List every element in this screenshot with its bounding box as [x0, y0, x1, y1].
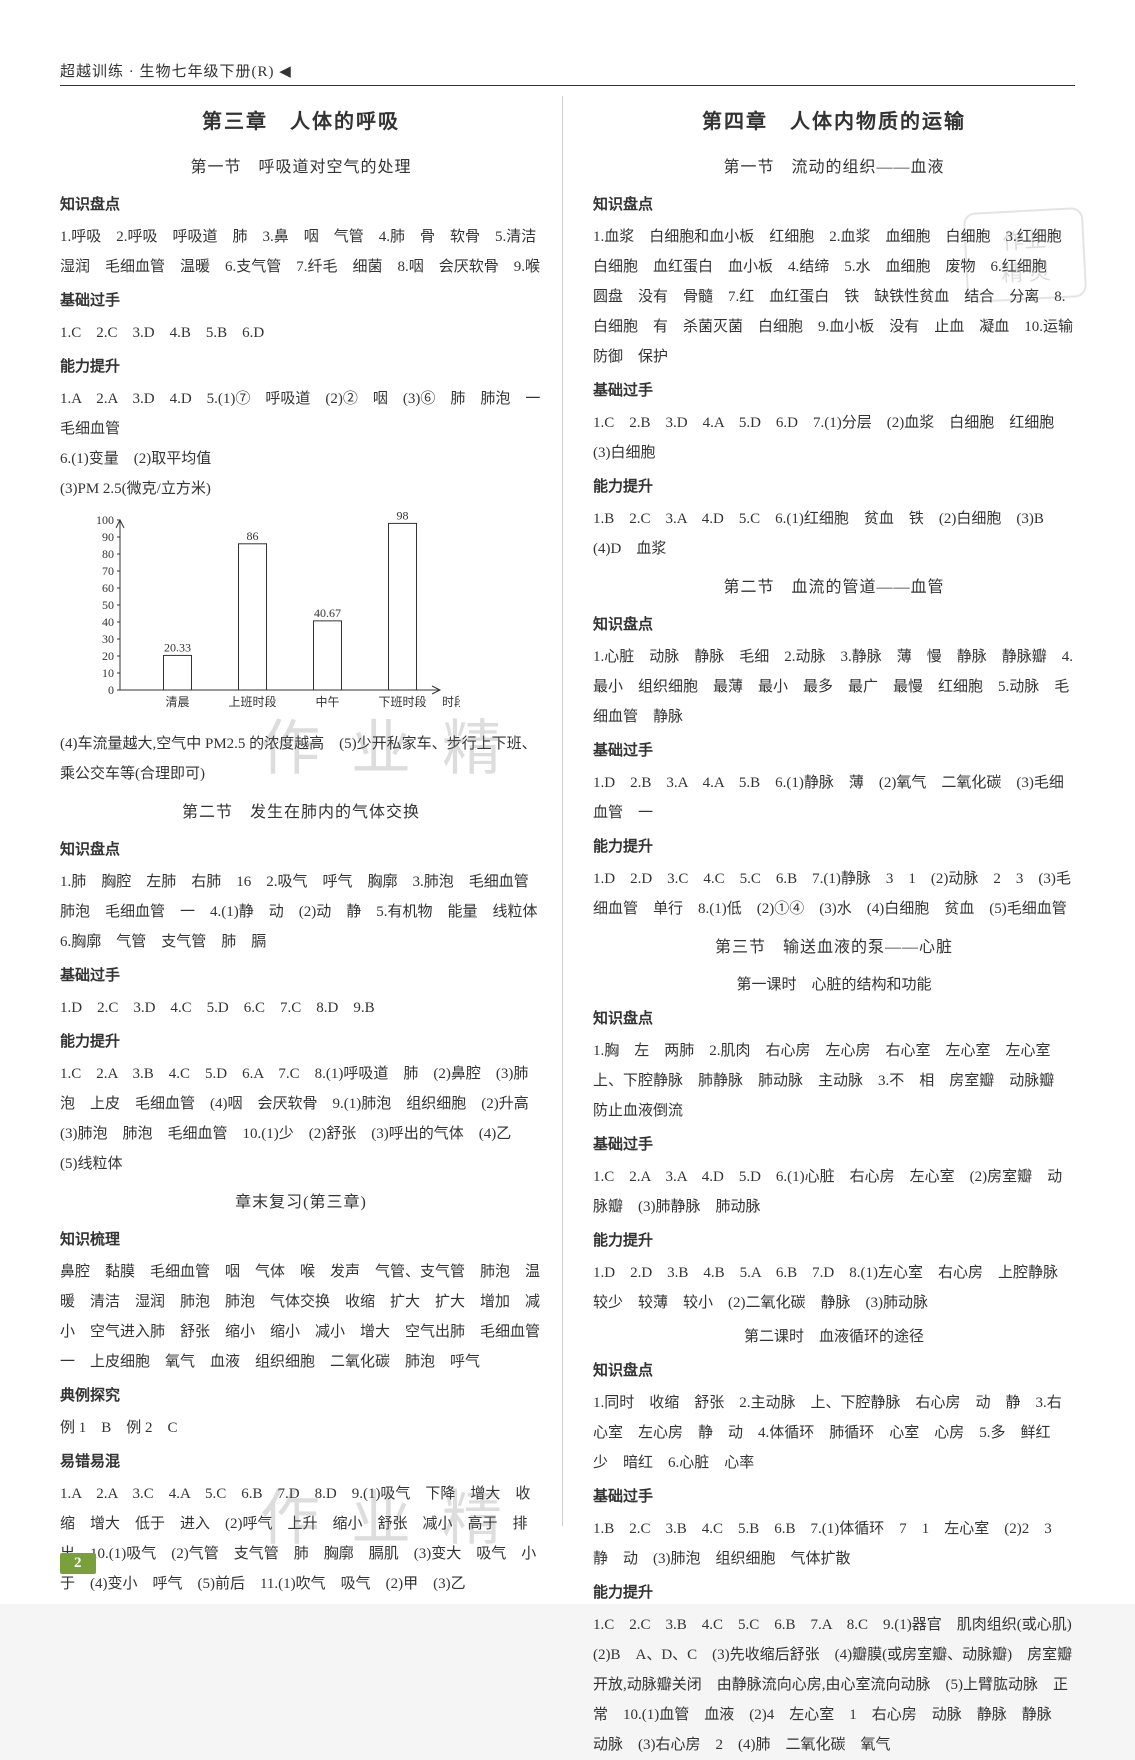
content: 1.C 2.A 3.B 4.C 5.D 6.A 7.C 8.(1)呼吸道 肺 (…: [60, 1059, 542, 1179]
content: 例 1 B 例 2 C: [60, 1413, 542, 1443]
svg-text:时段: 时段: [442, 694, 460, 709]
content: 1.A 2.A 3.C 4.A 5.C 6.B 7.D 8.D 9.(1)吸气 …: [60, 1479, 542, 1599]
svg-text:清晨: 清晨: [165, 695, 189, 709]
content: 1.同时 收缩 舒张 2.主动脉 上、下腔静脉 右心房 动 静 3.右心室 左心…: [593, 1388, 1075, 1478]
subsection-title: 第二课时 血液循环的途径: [593, 1322, 1075, 1352]
content: 1.呼吸 2.呼吸 呼吸道 肺 3.鼻 咽 气管 4.肺 骨 软骨 5.清洁 湿…: [60, 222, 542, 282]
svg-text:30: 30: [102, 632, 114, 646]
content: 1.胸 左 两肺 2.肌肉 右心房 左心房 右心室 左心室 左心室 上、下腔静脉…: [593, 1036, 1075, 1126]
svg-text:40.67: 40.67: [314, 606, 341, 620]
content: 1.D 2.C 3.D 4.C 5.D 6.C 7.C 8.D 9.B: [60, 993, 542, 1023]
heading: 易错易混: [60, 1447, 542, 1477]
svg-text:20: 20: [102, 649, 114, 663]
svg-text:20.33: 20.33: [164, 640, 191, 654]
heading: 知识盘点: [60, 835, 542, 865]
content: 1.C 2.C 3.D 4.B 5.B 6.D: [60, 318, 542, 348]
svg-text:80: 80: [102, 547, 114, 561]
section-title: 第三节 输送血液的泵——心脏: [593, 932, 1075, 964]
heading: 知识梳理: [60, 1225, 542, 1255]
heading: 知识盘点: [593, 1004, 1075, 1034]
left-column: 第三章 人体的呼吸 第一节 呼吸道对空气的处理 知识盘点 1.呼吸 2.呼吸 呼…: [60, 96, 563, 1526]
svg-text:98: 98: [397, 510, 409, 522]
two-column-layout: 第三章 人体的呼吸 第一节 呼吸道对空气的处理 知识盘点 1.呼吸 2.呼吸 呼…: [60, 96, 1075, 1526]
heading: 典例探究: [60, 1381, 542, 1411]
content: (4)车流量越大,空气中 PM2.5 的浓度越高 (5)少开私家车、步行上下班、…: [60, 729, 542, 789]
svg-text:50: 50: [102, 598, 114, 612]
svg-text:下班时段: 下班时段: [378, 694, 426, 709]
heading: 能力提升: [593, 472, 1075, 502]
chart-title: (3)PM 2.5(微克/立方米): [60, 474, 542, 504]
content: 1.C 2.C 3.B 4.C 5.C 6.B 7.A 8.C 9.(1)器官 …: [593, 1610, 1075, 1760]
header-text: 超越训练 · 生物七年级下册(R) ◀: [60, 64, 292, 80]
svg-text:0: 0: [108, 683, 114, 697]
heading: 能力提升: [60, 352, 542, 382]
section-title: 第一节 呼吸道对空气的处理: [60, 152, 542, 184]
content: 1.肺 胸腔 左肺 右肺 16 2.吸气 呼气 胸廓 3.肺泡 毛细血管 肺泡 …: [60, 867, 542, 957]
pm25-bar-chart: 0 10 20 30 40 50 60 70 80 90 100 20.33 清晨 86 上班时段 40.67…: [80, 510, 542, 725]
content: 1.心脏 动脉 静脉 毛细 2.动脉 3.静脉 薄 慢 静脉 静脉瓣 4.最小 …: [593, 642, 1075, 732]
heading: 基础过手: [593, 1482, 1075, 1512]
content: 1.B 2.C 3.A 4.D 5.C 6.(1)红细胞 贫血 铁 (2)白细胞…: [593, 504, 1075, 564]
chapter-title: 第三章 人体的呼吸: [60, 102, 542, 142]
svg-text:中午: 中午: [315, 694, 339, 709]
heading: 知识盘点: [60, 190, 542, 220]
section-title: 章末复习(第三章): [60, 1187, 542, 1219]
page-header: 超越训练 · 生物七年级下册(R) ◀: [60, 60, 1075, 86]
content: 1.B 2.C 3.B 4.C 5.B 6.B 7.(1)体循环 7 1 左心室…: [593, 1514, 1075, 1574]
svg-text:上班时段: 上班时段: [228, 694, 276, 709]
content: 1.D 2.B 3.A 4.A 5.B 6.(1)静脉 薄 (2)氧气 二氧化碳…: [593, 768, 1075, 828]
chapter-title: 第四章 人体内物质的运输: [593, 102, 1075, 142]
content: 1.D 2.D 3.B 4.B 5.A 6.B 7.D 8.(1)左心室 右心房…: [593, 1258, 1075, 1318]
heading: 能力提升: [60, 1027, 542, 1057]
subsection-title: 第一课时 心脏的结构和功能: [593, 970, 1075, 1000]
svg-text:86: 86: [247, 529, 259, 543]
page: 超越训练 · 生物七年级下册(R) ◀ 第三章 人体的呼吸 第一节 呼吸道对空气…: [0, 0, 1135, 1604]
svg-text:40: 40: [102, 615, 114, 629]
svg-text:100: 100: [96, 513, 114, 527]
right-column: 第四章 人体内物质的运输 第一节 流动的组织——血液 知识盘点 1.血浆 白细胞…: [593, 96, 1075, 1526]
svg-text:60: 60: [102, 581, 114, 595]
content: 1.A 2.A 3.D 4.D 5.(1)⑦ 呼吸道 (2)② 咽 (3)⑥ 肺…: [60, 384, 542, 444]
section-title: 第一节 流动的组织——血液: [593, 152, 1075, 184]
page-number: 2: [60, 1553, 96, 1574]
section-title: 第二节 发生在肺内的气体交换: [60, 797, 542, 829]
heading: 基础过手: [593, 736, 1075, 766]
content: 1.血浆 白细胞和血小板 红细胞 2.血浆 血细胞 白细胞 3.红细胞 白细胞 …: [593, 222, 1075, 372]
content: 鼻腔 黏膜 毛细血管 咽 气体 喉 发声 气管、支气管 肺泡 温暖 清洁 湿润 …: [60, 1257, 542, 1377]
heading: 能力提升: [593, 1226, 1075, 1256]
heading: 能力提升: [593, 832, 1075, 862]
content: 1.C 2.B 3.D 4.A 5.D 6.D 7.(1)分层 (2)血浆 白细…: [593, 408, 1075, 468]
content: 1.C 2.A 3.A 4.D 5.D 6.(1)心脏 右心房 左心室 (2)房…: [593, 1162, 1075, 1222]
svg-text:70: 70: [102, 564, 114, 578]
heading: 基础过手: [593, 1130, 1075, 1160]
svg-text:90: 90: [102, 530, 114, 544]
heading: 基础过手: [593, 376, 1075, 406]
heading: 基础过手: [60, 286, 542, 316]
heading: 基础过手: [60, 961, 542, 991]
heading: 知识盘点: [593, 190, 1075, 220]
content: 6.(1)变量 (2)取平均值: [60, 444, 542, 474]
section-title: 第二节 血流的管道——血管: [593, 572, 1075, 604]
svg-text:10: 10: [102, 666, 114, 680]
heading: 知识盘点: [593, 1356, 1075, 1386]
heading: 知识盘点: [593, 610, 1075, 640]
content: 1.D 2.D 3.C 4.C 5.C 6.B 7.(1)静脉 3 1 (2)动…: [593, 864, 1075, 924]
